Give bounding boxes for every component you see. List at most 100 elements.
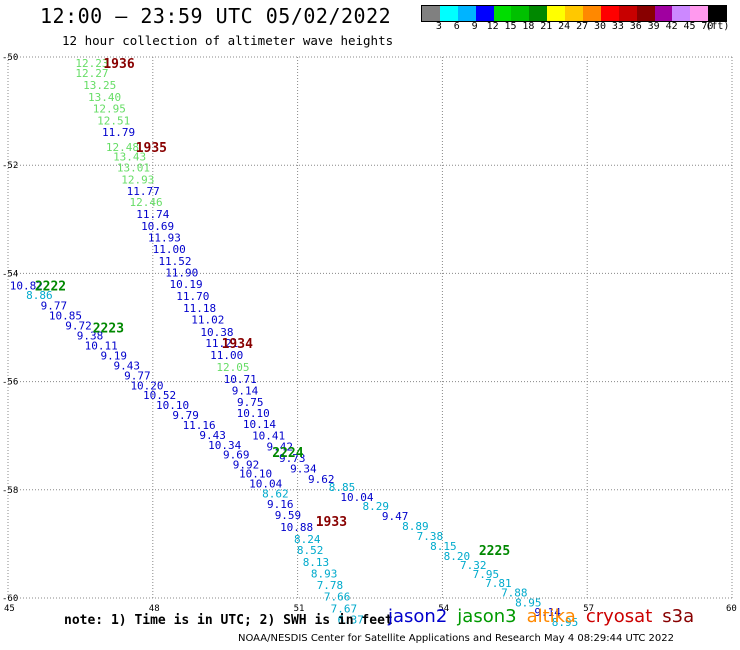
legend-label: 3 [435, 21, 442, 32]
chart-subtitle: 12 hour collection of altimeter wave hei… [62, 33, 394, 48]
wave-height-value: 11.93 [148, 232, 181, 245]
color-scale-labels: 3 6 9 12 15 18 21 24 27 30 33 36 39 42 45 70 (ft) [421, 21, 740, 35]
wave-height-value: 10.19 [170, 278, 203, 291]
wave-height-value: 8.24 [294, 533, 321, 546]
y-tick-label: -54 [2, 269, 18, 279]
color-scale-legend [421, 5, 728, 22]
wave-height-value: 6.37 [337, 614, 364, 627]
x-tick-label: 57 [583, 604, 594, 614]
legend-label: 6 [453, 21, 460, 32]
wave-height-value: 9.69 [223, 449, 250, 462]
legend-label: 36 [629, 21, 642, 32]
wave-height-value: 13.01 [117, 161, 150, 174]
wave-height-value: 13.25 [83, 79, 116, 92]
wave-height-value: 8.85 [329, 481, 356, 494]
track-label: 2224 [272, 446, 303, 461]
satellite-cryosat: cryosat [585, 606, 653, 627]
y-tick-label: -60 [2, 594, 18, 604]
wave-height-value: 13.40 [88, 91, 121, 104]
wave-height-value: 8.95 [515, 596, 542, 609]
wave-height-value: 9.14 [534, 606, 561, 619]
x-tick-label: 48 [149, 604, 160, 614]
legend-swatch [422, 6, 440, 21]
satellite-altika: altika [526, 606, 576, 627]
wave-height-value: 7.95 [473, 568, 500, 581]
y-tick-label: -58 [2, 486, 18, 496]
wave-height-value: 11.77 [127, 185, 160, 198]
legend-label: 45 [683, 21, 696, 32]
wave-height-value: 11.02 [191, 313, 224, 326]
legend-label: 15 [504, 21, 517, 32]
wave-height-value: 10.04 [340, 491, 373, 504]
wave-height-value: 9.79 [172, 409, 199, 422]
wave-height-value: 10.88 [280, 521, 313, 534]
wave-height-value: 10.41 [252, 430, 285, 443]
x-tick-label: 51 [294, 604, 305, 614]
wave-height-value: 10.10 [239, 468, 272, 481]
wave-height-value: 8.13 [303, 556, 330, 569]
wave-height-value: 9.62 [308, 473, 335, 486]
wave-height-value: 9.16 [267, 498, 294, 511]
wave-height-value: 9.14 [232, 384, 259, 397]
wave-height-value: 10.04 [249, 477, 282, 490]
legend-swatch [565, 6, 584, 21]
wave-height-value: 8.29 [363, 500, 390, 513]
y-tick-label: -52 [2, 161, 18, 171]
x-tick-label: 45 [4, 604, 15, 614]
wave-height-value: 9.43 [113, 359, 140, 372]
track-labels: 1936 1935 1934 1933 2222 2223 2224 2225 [35, 57, 510, 559]
wave-height-value: 9.77 [124, 370, 151, 383]
legend-swatch [672, 6, 691, 21]
legend-label: 39 [647, 21, 660, 32]
wave-height-value: 10.38 [200, 326, 233, 339]
wave-height-value: 9.59 [275, 509, 302, 522]
track-label: 1935 [136, 141, 167, 156]
y-tick-label: -50 [2, 53, 18, 63]
wave-height-value: 11.21 [205, 337, 238, 350]
wave-height-value: 9.73 [279, 452, 306, 465]
x-tick-label: 60 [726, 604, 737, 614]
legend-label: 24 [558, 21, 571, 32]
wave-height-value: 9.72 [65, 319, 92, 332]
wave-height-value: 7.38 [417, 530, 444, 543]
wave-height-value: 11.00 [210, 349, 243, 362]
track-label: 2225 [479, 544, 510, 559]
wave-height-value: 12.05 [216, 361, 249, 374]
wave-height-value: 8.20 [444, 550, 471, 563]
wave-height-value: 10.71 [224, 373, 257, 386]
wave-height-value: 7.66 [324, 590, 351, 603]
wave-height-value: 11.79 [102, 126, 135, 139]
track-label: 1936 [103, 57, 134, 72]
wave-height-value: 11.16 [183, 419, 216, 432]
wave-height-value: 10.69 [141, 220, 174, 233]
wave-height-value: 9.19 [100, 350, 127, 363]
x-tick-label: 54 [438, 604, 449, 614]
wave-height-value: 10.52 [143, 389, 176, 402]
wave-height-value: 10.20 [130, 379, 163, 392]
track-label: 2222 [35, 279, 66, 294]
wave-height-value: 9.75 [237, 396, 264, 409]
legend-swatch [690, 6, 709, 21]
legend-label: 21 [540, 21, 553, 32]
wave-height-value: 9.43 [199, 429, 226, 442]
legend-label: 70 [701, 21, 714, 32]
legend-swatch [654, 6, 673, 21]
satellite-s3a: s3a [662, 606, 695, 627]
wave-height-value: 8.89 [402, 520, 429, 533]
wave-height-value: 11.90 [165, 266, 198, 279]
track-label: 1934 [222, 337, 253, 352]
legend-label: 42 [665, 21, 678, 32]
track-label: 1933 [316, 515, 347, 530]
wave-height-value: 9.42 [266, 441, 293, 454]
wave-height-value: 10.10 [237, 407, 270, 420]
wave-height-value: 7.32 [460, 559, 487, 572]
wave-height-value: 8.86 [26, 289, 53, 302]
wave-height-value: 12.95 [93, 102, 126, 115]
legend-swatch [475, 6, 494, 21]
wave-height-value: 10.10 [156, 399, 189, 412]
wave-height-value: 9.77 [41, 299, 68, 312]
legend-swatch [708, 6, 727, 21]
wave-height-value: 12.23 [75, 57, 108, 70]
wave-height-value: 11.70 [176, 290, 209, 303]
